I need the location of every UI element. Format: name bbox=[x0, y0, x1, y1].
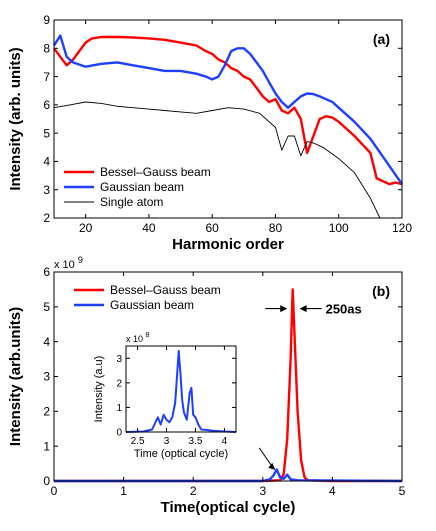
annotation-arrowhead-right bbox=[299, 305, 307, 313]
series-line-gaussian-beam bbox=[52, 34, 403, 185]
legend-label: Bessel–Gauss beam bbox=[110, 283, 221, 297]
series-line-0 bbox=[125, 349, 237, 433]
y-axis-exponent: x 10 8 bbox=[126, 332, 150, 344]
legend-label: Gaussian beam bbox=[100, 180, 184, 194]
y-tick-label: 0 bbox=[43, 474, 50, 488]
y-tick-label: 2 bbox=[43, 211, 50, 225]
x-tick-label: 20 bbox=[79, 221, 93, 235]
y-tick-label: 3 bbox=[43, 183, 50, 197]
inset-pointer-arrow bbox=[258, 447, 273, 468]
x-tick-label: 80 bbox=[269, 221, 283, 235]
annotation-text: 250as bbox=[326, 302, 362, 317]
y-tick-label: 1 bbox=[43, 439, 50, 453]
y-axis-label: Intensity (arb.units) bbox=[7, 307, 24, 446]
y-tick-label: 0 bbox=[116, 428, 122, 439]
y-axis-exponent: x 10 9 bbox=[54, 255, 83, 271]
inset-pointer-arrowhead bbox=[268, 462, 276, 470]
panel-label: (a) bbox=[373, 31, 390, 47]
panel-b: 0 1 2 3 4 5 0 1 2 3 4 5 6 Time(optical cycle) Intensit… bbox=[7, 255, 406, 516]
legend-label: Gaussian beam bbox=[110, 298, 194, 312]
y-tick-label: 6 bbox=[43, 98, 50, 112]
x-tick-label: 60 bbox=[206, 221, 220, 235]
x-tick-label: 1 bbox=[120, 484, 127, 498]
y-tick-label: 4 bbox=[43, 335, 50, 349]
y-tick-label: 3 bbox=[43, 370, 50, 384]
series-line-single-atom bbox=[53, 101, 381, 219]
x-tick-label: 3 bbox=[259, 484, 266, 498]
x-tick-label: 3.5 bbox=[189, 436, 203, 447]
axes-frame bbox=[53, 19, 403, 219]
x-tick-label: 0 bbox=[51, 484, 58, 498]
y-tick-label: 2 bbox=[116, 378, 122, 389]
series-line-bessel-gauss-beam bbox=[53, 35, 403, 186]
x-axis-label: Time(optical cycle) bbox=[161, 499, 296, 516]
x-tick-label: 40 bbox=[142, 221, 156, 235]
x-tick-label: 4 bbox=[329, 484, 336, 498]
x-axis-label: Time (optical cycle) bbox=[134, 448, 228, 460]
y-tick-label: 7 bbox=[43, 70, 50, 84]
y-axis-label: Intensity (arb. units) bbox=[7, 47, 24, 190]
y-tick-label: 4 bbox=[43, 155, 50, 169]
x-tick-label: 4 bbox=[222, 436, 228, 447]
x-tick-label: 100 bbox=[329, 221, 349, 235]
axes-frame bbox=[125, 345, 237, 433]
y-tick-label: 6 bbox=[43, 265, 50, 279]
legend-label: Bessel–Gauss beam bbox=[100, 165, 211, 179]
y-tick-label: 1 bbox=[116, 403, 122, 414]
x-tick-label: 5 bbox=[399, 484, 406, 498]
legend-label: Single atom bbox=[100, 195, 163, 209]
x-tick-label: 3 bbox=[164, 436, 170, 447]
x-tick-label: 2 bbox=[190, 484, 197, 498]
series-line-gaussian-beam bbox=[54, 468, 403, 483]
x-axis-label: Harmonic order bbox=[172, 236, 284, 253]
x-tick-label: 120 bbox=[392, 221, 412, 235]
x-tick-label: 2.5 bbox=[131, 436, 145, 447]
y-tick-label: 5 bbox=[43, 126, 50, 140]
y-tick-label: 9 bbox=[43, 13, 50, 27]
y-tick-label: 5 bbox=[43, 300, 50, 314]
panel-label: (b) bbox=[372, 283, 390, 299]
annotation-arrowhead-left bbox=[280, 305, 288, 313]
y-tick-label: 3 bbox=[116, 354, 122, 365]
y-tick-label: 8 bbox=[43, 41, 50, 55]
panel-a: 20 40 60 80 100 120 2 3 4 5 6 7 8 9 Harmonic order Inte… bbox=[7, 13, 412, 253]
y-axis-label: Intensity (a.u) bbox=[93, 356, 105, 423]
y-tick-label: 2 bbox=[43, 405, 50, 419]
